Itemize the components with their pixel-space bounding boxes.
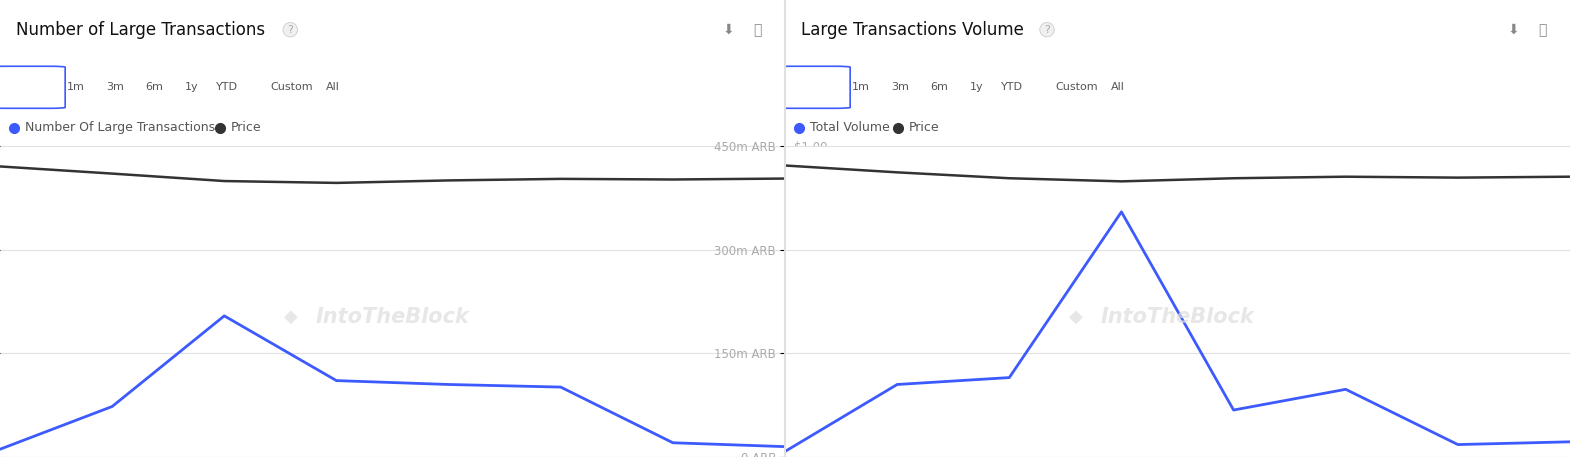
Text: 1m: 1m <box>851 82 870 92</box>
Text: IntoTheBlock: IntoTheBlock <box>1101 307 1254 327</box>
Text: 6m: 6m <box>929 82 948 92</box>
Text: Custom: Custom <box>270 82 314 92</box>
Text: IntoTheBlock: IntoTheBlock <box>316 307 469 327</box>
FancyBboxPatch shape <box>0 66 64 108</box>
Text: ?: ? <box>1044 25 1050 35</box>
Text: ⛶: ⛶ <box>1539 23 1546 37</box>
Text: Custom: Custom <box>1055 82 1099 92</box>
Text: ◆: ◆ <box>284 308 297 326</box>
Text: All: All <box>1112 82 1124 92</box>
Text: ?: ? <box>287 25 294 35</box>
Text: 1m: 1m <box>66 82 85 92</box>
Text: ⬇: ⬇ <box>722 23 733 37</box>
Text: 3m: 3m <box>892 82 909 92</box>
Text: 3m: 3m <box>107 82 124 92</box>
Text: YTD: YTD <box>1002 82 1024 92</box>
Text: 7d: 7d <box>801 82 815 92</box>
Text: ◆: ◆ <box>1069 308 1082 326</box>
Text: Number Of Large Transactions: Number Of Large Transactions <box>25 122 215 134</box>
Text: YTD: YTD <box>217 82 239 92</box>
Text: Large Transactions Volume: Large Transactions Volume <box>801 21 1024 39</box>
Text: ⬇: ⬇ <box>1507 23 1518 37</box>
Text: Price: Price <box>909 122 940 134</box>
Text: ⛶: ⛶ <box>754 23 761 37</box>
FancyBboxPatch shape <box>776 66 851 108</box>
Text: 6m: 6m <box>144 82 163 92</box>
Text: All: All <box>325 82 339 92</box>
Text: Number of Large Transactions: Number of Large Transactions <box>16 21 265 39</box>
Text: 1y: 1y <box>185 82 198 92</box>
Text: 1y: 1y <box>969 82 983 92</box>
Text: Total Volume: Total Volume <box>810 122 890 134</box>
Text: Price: Price <box>231 122 262 134</box>
Text: 7d: 7d <box>16 82 30 92</box>
